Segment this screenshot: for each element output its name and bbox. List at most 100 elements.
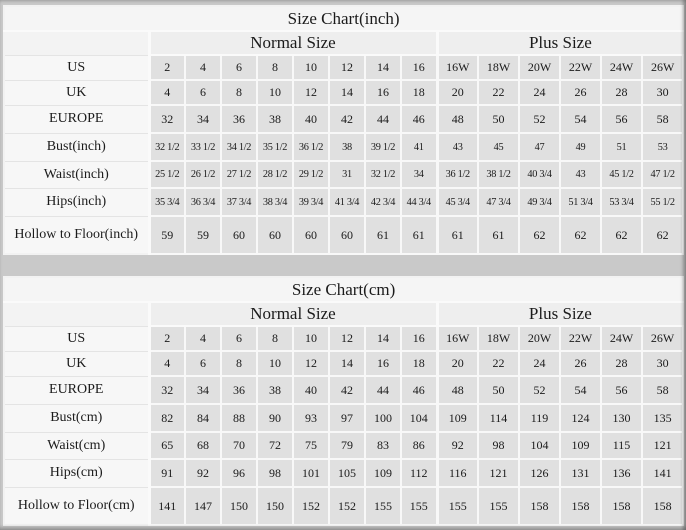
size-value-cell: 16 bbox=[364, 350, 402, 377]
size-value-cell: 72 bbox=[256, 431, 294, 460]
size-value-cell: 45 bbox=[477, 132, 520, 162]
size-value-cell: 34 bbox=[400, 160, 438, 189]
size-value-cell: 12 bbox=[328, 325, 366, 352]
size-value-cell: 155 bbox=[477, 486, 520, 526]
size-value-cell: 10 bbox=[292, 54, 330, 81]
size-value-cell: 26 bbox=[559, 79, 602, 106]
size-value-cell: 36 bbox=[220, 375, 258, 405]
size-value-cell: 18W bbox=[477, 54, 520, 81]
size-value-cell: 36 3/4 bbox=[184, 187, 222, 217]
size-value-cell: 36 bbox=[220, 104, 258, 134]
size-value-cell: 56 bbox=[600, 375, 643, 405]
size-value-cell: 10 bbox=[256, 79, 294, 106]
size-value-cell: 82 bbox=[148, 403, 186, 433]
size-value-cell: 101 bbox=[292, 458, 330, 488]
size-value-cell: 39 3/4 bbox=[292, 187, 330, 217]
size-value-cell: 86 bbox=[400, 431, 438, 460]
size-value-cell: 141 bbox=[640, 458, 685, 488]
table-row: EUROPE 32 34 36 38 40 42 44 46 48 50 52 54 56 58 bbox=[4, 375, 685, 405]
size-value-cell: 79 bbox=[328, 431, 366, 460]
size-value-cell: 47 3/4 bbox=[477, 187, 520, 217]
size-value-cell: 109 bbox=[435, 403, 479, 433]
size-value-cell: 115 bbox=[600, 431, 643, 460]
size-value-cell: 147 bbox=[184, 486, 222, 526]
size-value-cell: 116 bbox=[435, 458, 479, 488]
size-value-cell: 34 bbox=[184, 375, 222, 405]
size-value-cell: 8 bbox=[256, 54, 294, 81]
size-value-cell: 40 bbox=[292, 104, 330, 134]
size-value-cell: 14 bbox=[364, 54, 402, 81]
size-value-cell: 158 bbox=[518, 486, 561, 526]
size-value-cell: 43 bbox=[559, 160, 602, 189]
row-label: Waist(cm) bbox=[4, 431, 151, 459]
row-label: Waist(inch) bbox=[4, 160, 151, 188]
size-value-cell: 60 bbox=[292, 215, 330, 255]
size-value-cell: 32 1/2 bbox=[148, 132, 186, 162]
size-value-cell: 141 bbox=[148, 486, 186, 526]
size-value-cell: 136 bbox=[600, 458, 643, 488]
size-value-cell: 20W bbox=[518, 54, 561, 81]
size-value-cell: 98 bbox=[477, 431, 520, 460]
size-value-cell: 44 bbox=[364, 104, 402, 134]
size-value-cell: 26 bbox=[559, 350, 602, 377]
size-value-cell: 31 bbox=[328, 160, 366, 189]
size-value-cell: 16W bbox=[435, 54, 479, 81]
group-header-row: Normal Size Plus Size bbox=[4, 31, 684, 56]
row-label: Bust(inch) bbox=[4, 132, 151, 161]
size-value-cell: 98 bbox=[256, 458, 294, 488]
size-value-cell: 49 bbox=[559, 132, 602, 162]
size-value-cell: 4 bbox=[184, 54, 222, 81]
size-value-cell: 38 bbox=[256, 104, 294, 134]
size-value-cell: 22 bbox=[477, 79, 520, 106]
size-value-cell: 2 bbox=[148, 54, 186, 81]
size-value-cell: 33 1/2 bbox=[184, 132, 222, 162]
row-label: Hollow to Floor(inch) bbox=[4, 215, 151, 254]
size-value-cell: 58 bbox=[640, 104, 685, 134]
size-value-cell: 41 bbox=[400, 132, 438, 162]
size-value-cell: 158 bbox=[600, 486, 643, 526]
row-label: Bust(cm) bbox=[4, 403, 151, 432]
size-value-cell: 150 bbox=[256, 486, 294, 526]
size-value-cell: 6 bbox=[220, 54, 258, 81]
size-value-cell: 96 bbox=[220, 458, 258, 488]
size-value-cell: 121 bbox=[640, 431, 685, 460]
table-title: Size Chart(cm) bbox=[4, 277, 684, 303]
corner-cell bbox=[4, 31, 151, 55]
size-value-cell: 112 bbox=[400, 458, 438, 488]
size-value-cell: 20W bbox=[518, 325, 561, 352]
size-value-cell: 61 bbox=[477, 215, 520, 255]
size-value-cell: 68 bbox=[184, 431, 222, 460]
size-value-cell: 93 bbox=[292, 403, 330, 433]
size-value-cell: 8 bbox=[220, 350, 258, 377]
table-row: UK 4 6 8 10 12 14 16 18 20 22 24 26 28 30 bbox=[4, 350, 685, 377]
size-value-cell: 14 bbox=[328, 350, 366, 377]
table-row: Hips(inch) 35 3/4 36 3/4 37 3/4 38 3/4 39 3/4… bbox=[4, 187, 685, 217]
size-value-cell: 25 1/2 bbox=[148, 160, 186, 189]
size-value-cell: 6 bbox=[184, 79, 222, 106]
size-value-cell: 4 bbox=[148, 79, 186, 106]
size-value-cell: 50 bbox=[477, 375, 520, 405]
size-value-cell: 6 bbox=[184, 350, 222, 377]
table-row: EUROPE 32 34 36 38 40 42 44 46 48 50 52 54 56 58 bbox=[4, 104, 685, 134]
size-value-cell: 109 bbox=[364, 458, 402, 488]
size-value-cell: 26W bbox=[640, 325, 685, 352]
size-value-cell: 28 bbox=[600, 350, 643, 377]
size-value-cell: 41 3/4 bbox=[328, 187, 366, 217]
size-value-cell: 90 bbox=[256, 403, 294, 433]
size-value-cell: 30 bbox=[640, 350, 685, 377]
row-label: EUROPE bbox=[4, 375, 151, 404]
size-value-cell: 119 bbox=[518, 403, 561, 433]
size-value-cell: 54 bbox=[559, 375, 602, 405]
size-value-cell: 91 bbox=[148, 458, 186, 488]
size-value-cell: 20 bbox=[435, 79, 479, 106]
size-value-cell: 155 bbox=[364, 486, 402, 526]
size-value-cell: 38 3/4 bbox=[256, 187, 294, 217]
table-row: UK 4 6 8 10 12 14 16 18 20 22 24 26 28 30 bbox=[4, 79, 685, 106]
size-value-cell: 51 3/4 bbox=[559, 187, 602, 217]
group-header-plus: Plus Size bbox=[437, 31, 684, 56]
size-value-cell: 28 1/2 bbox=[256, 160, 294, 189]
table-row: Bust(inch) 32 1/2 33 1/2 34 1/2 35 1/2 36 1/2… bbox=[4, 132, 685, 162]
size-value-cell: 45 1/2 bbox=[600, 160, 643, 189]
row-label: US bbox=[4, 325, 151, 351]
row-label: Hips(inch) bbox=[4, 187, 151, 216]
